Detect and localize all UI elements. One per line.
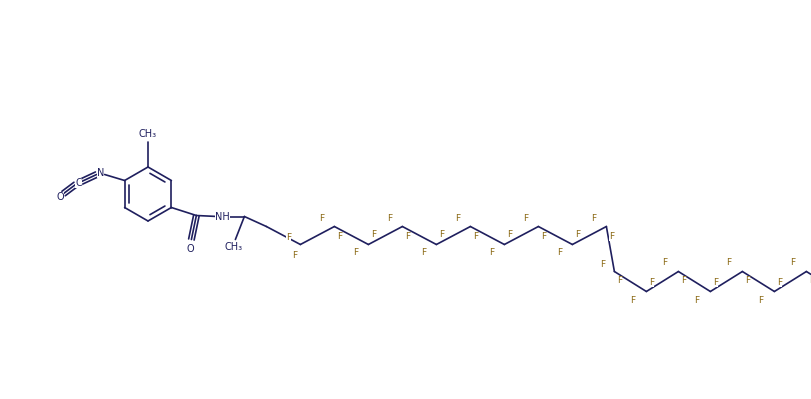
Text: CH₃: CH₃ bbox=[225, 243, 242, 253]
Text: F: F bbox=[680, 276, 686, 285]
Text: F: F bbox=[405, 232, 410, 241]
Text: F: F bbox=[757, 296, 763, 305]
Text: O: O bbox=[187, 243, 194, 253]
Text: F: F bbox=[337, 232, 342, 241]
Text: F: F bbox=[744, 276, 750, 285]
Text: F: F bbox=[473, 232, 478, 241]
Text: F: F bbox=[591, 214, 596, 223]
Text: NH: NH bbox=[215, 211, 230, 221]
Text: F: F bbox=[662, 258, 667, 267]
Text: F: F bbox=[713, 278, 718, 287]
Text: C: C bbox=[75, 178, 82, 188]
Text: F: F bbox=[439, 230, 444, 239]
Text: F: F bbox=[557, 248, 562, 257]
Text: F: F bbox=[694, 296, 699, 305]
Text: F: F bbox=[541, 232, 546, 241]
Text: F: F bbox=[292, 251, 297, 260]
Text: F: F bbox=[523, 214, 528, 223]
Text: F: F bbox=[575, 230, 580, 239]
Text: F: F bbox=[617, 276, 622, 285]
Text: F: F bbox=[600, 260, 605, 269]
Text: F: F bbox=[285, 233, 291, 242]
Text: F: F bbox=[371, 230, 376, 239]
Text: F: F bbox=[489, 248, 494, 257]
Text: F: F bbox=[649, 278, 654, 287]
Text: F: F bbox=[421, 248, 426, 257]
Text: F: F bbox=[809, 276, 811, 285]
Text: F: F bbox=[387, 214, 392, 223]
Text: F: F bbox=[630, 296, 635, 305]
Text: N: N bbox=[97, 168, 105, 178]
Text: F: F bbox=[790, 258, 795, 267]
Text: F: F bbox=[507, 230, 512, 239]
Text: F: F bbox=[777, 278, 782, 287]
Text: F: F bbox=[455, 214, 460, 223]
Text: F: F bbox=[726, 258, 731, 267]
Text: F: F bbox=[609, 232, 614, 241]
Text: F: F bbox=[319, 214, 324, 223]
Text: CH₃: CH₃ bbox=[139, 129, 157, 139]
Text: O: O bbox=[57, 192, 64, 201]
Text: F: F bbox=[353, 248, 358, 257]
